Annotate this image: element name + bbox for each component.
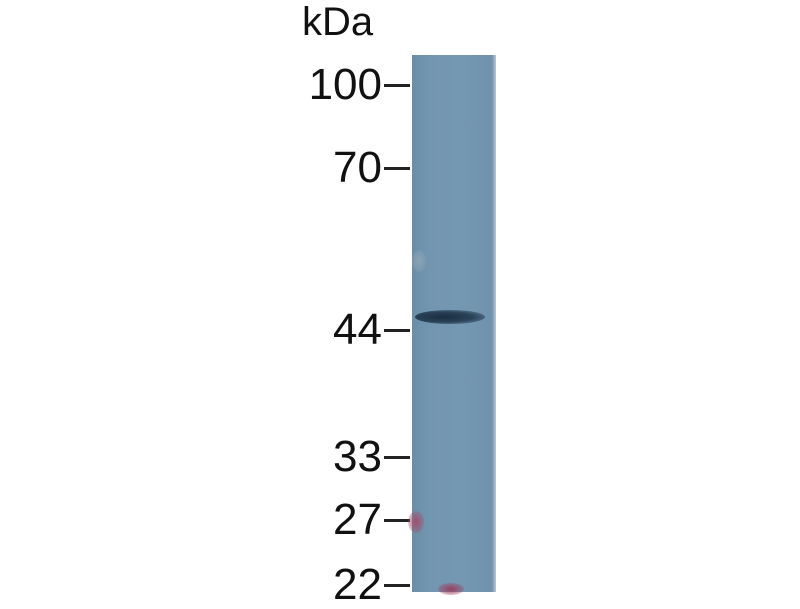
marker-label: 100 — [308, 60, 382, 109]
protein-band — [415, 310, 485, 324]
marker-tick — [384, 84, 410, 87]
marker-label: 33 — [333, 432, 382, 481]
blot-lane — [408, 55, 496, 595]
marker-tick — [384, 456, 410, 459]
marker-label: 22 — [333, 560, 382, 609]
marker-27: 27 — [0, 498, 410, 542]
marker-tick — [384, 329, 410, 332]
marker-100: 100 — [0, 63, 410, 107]
marker-tick — [384, 519, 410, 522]
marker-22-stain — [438, 583, 464, 595]
marker-22: 22 — [0, 563, 410, 607]
marker-70: 70 — [0, 146, 410, 190]
marker-label: 27 — [333, 495, 382, 544]
marker-label: 44 — [333, 305, 382, 354]
faint-smear — [412, 250, 426, 272]
marker-44: 44 — [0, 308, 410, 352]
marker-27-stain — [408, 511, 424, 533]
marker-tick — [384, 584, 410, 587]
marker-33: 33 — [0, 435, 410, 479]
unit-label: kDa — [302, 0, 374, 44]
marker-tick — [384, 167, 410, 170]
marker-label: 70 — [333, 143, 382, 192]
